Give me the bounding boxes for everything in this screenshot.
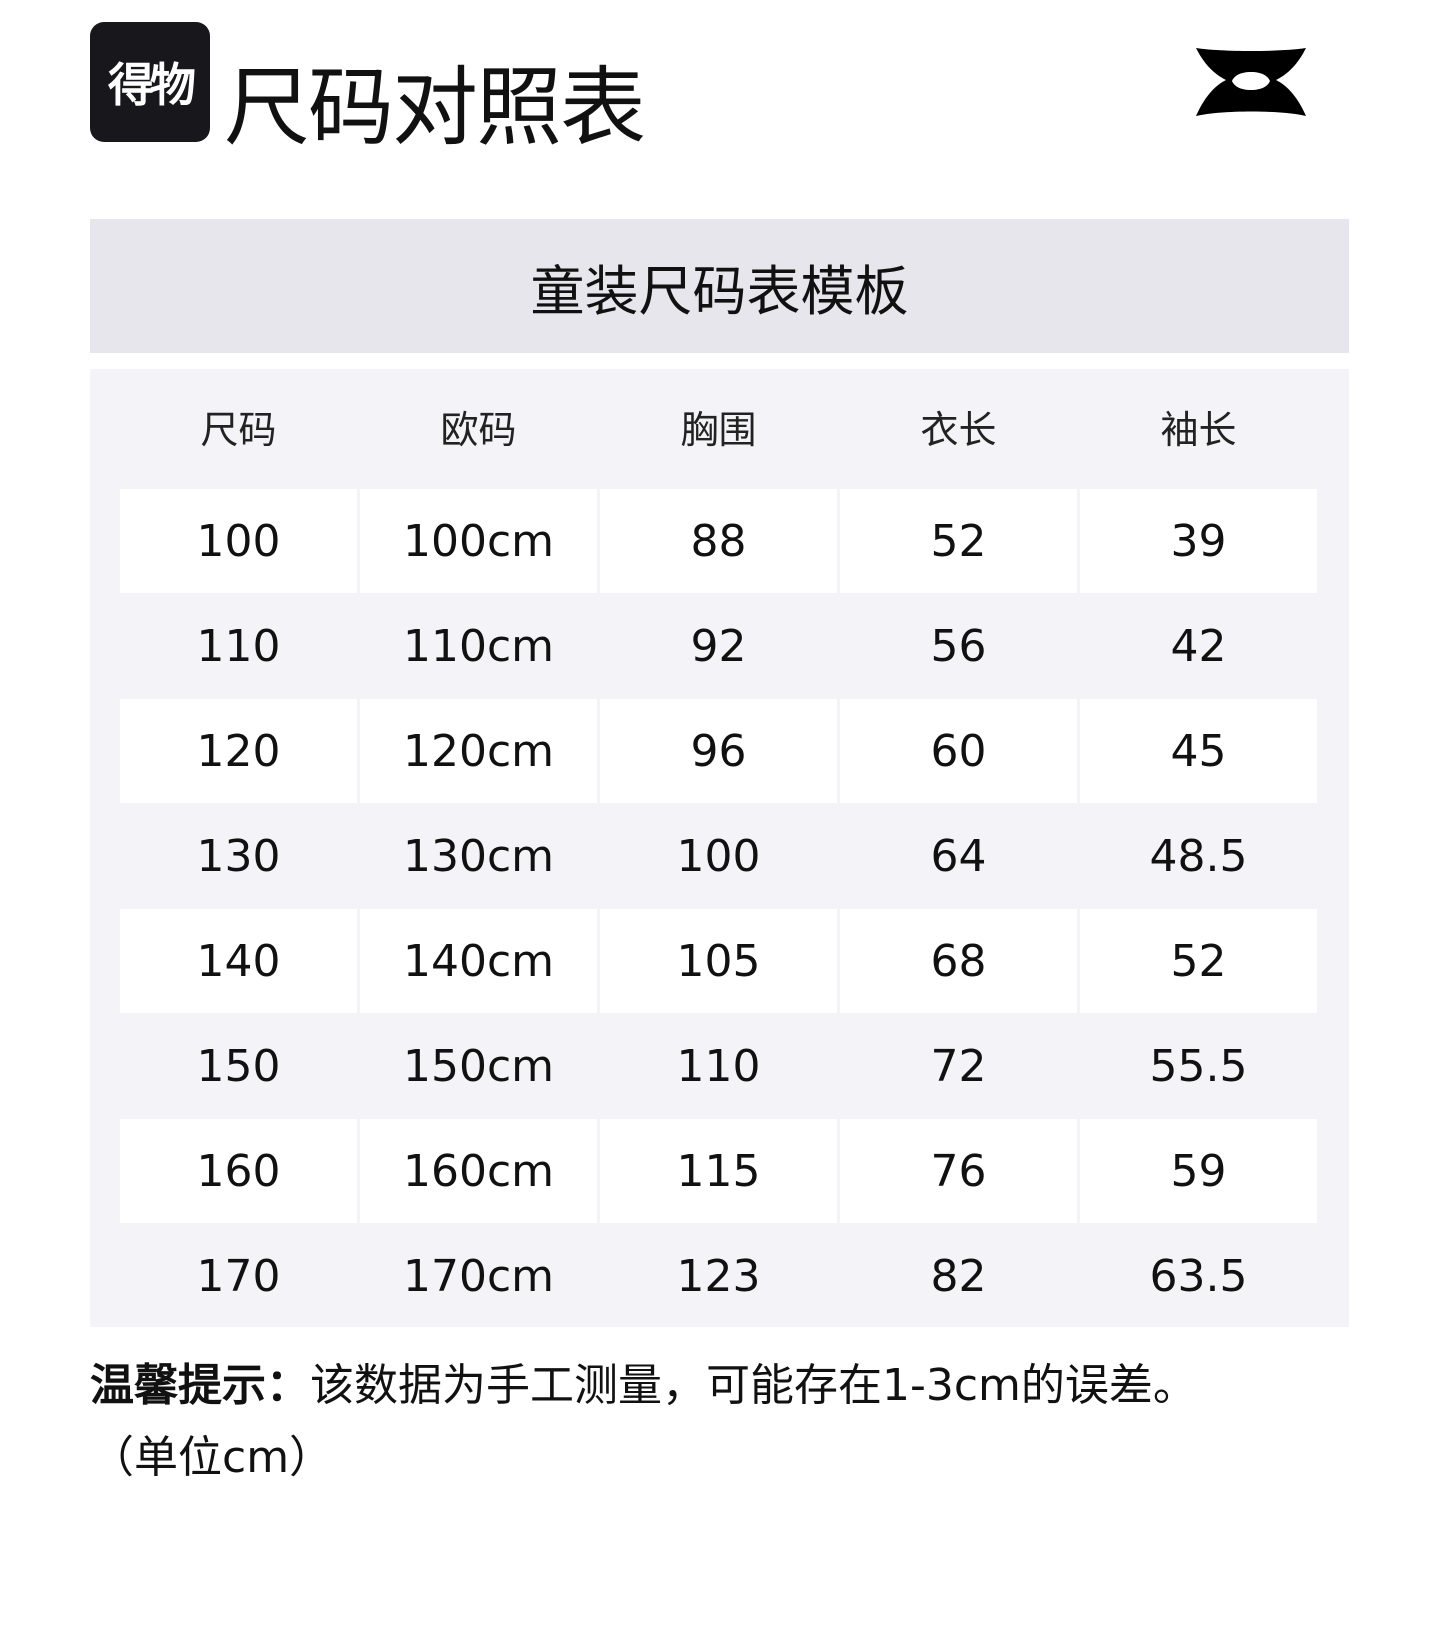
table-cell: 170cm xyxy=(402,1250,555,1302)
column-header: 胸围 xyxy=(680,408,757,452)
table-cell: 130cm xyxy=(402,830,555,882)
table-cell: 56 xyxy=(930,620,987,672)
column-header: 袖长 xyxy=(1160,408,1237,452)
table-cell: 72 xyxy=(930,1040,987,1092)
note-label: 温馨提示： xyxy=(90,1360,310,1411)
under-armour-logo-icon xyxy=(1196,48,1306,116)
table-cell: 110cm xyxy=(402,620,555,672)
table-cell: 160 xyxy=(120,1119,357,1223)
table-cell: 150cm xyxy=(402,1040,555,1092)
note-unit: （单位cm） xyxy=(90,1432,334,1483)
table-cell: 123 xyxy=(676,1250,761,1302)
table-row: 130 130cm 100 64 48.5 xyxy=(120,804,1317,908)
table-row: 140 140cm 105 68 52 xyxy=(120,909,1317,1013)
table-cell: 60 xyxy=(840,699,1077,803)
table-row: 100 100cm 88 52 39 xyxy=(120,489,1317,593)
table-cell: 76 xyxy=(840,1119,1077,1223)
table-cell: 96 xyxy=(600,699,837,803)
table-row: 150 150cm 110 72 55.5 xyxy=(120,1014,1317,1118)
note: 温馨提示：该数据为手工测量，可能存在1-3cm的误差。 （单位cm） xyxy=(90,1350,1390,1494)
table-cell: 110 xyxy=(196,620,281,672)
note-text: 该数据为手工测量，可能存在1-3cm的误差。 xyxy=(310,1360,1197,1411)
table-title-band: 童装尺码表模板 xyxy=(90,219,1349,353)
column-header: 尺码 xyxy=(200,408,277,452)
table-cell: 115 xyxy=(600,1119,837,1223)
dewu-logo: 得物 xyxy=(90,22,210,142)
table-cell: 140 xyxy=(120,909,357,1013)
table-cell: 55.5 xyxy=(1149,1040,1248,1092)
table-cell: 120 xyxy=(120,699,357,803)
table-cell: 48.5 xyxy=(1149,830,1248,882)
table-cell: 45 xyxy=(1080,699,1317,803)
table-cell: 52 xyxy=(1080,909,1317,1013)
table-cell: 110 xyxy=(676,1040,761,1092)
table-row: 160 160cm 115 76 59 xyxy=(120,1119,1317,1223)
table-row: 170 170cm 123 82 63.5 xyxy=(120,1224,1317,1328)
table-title: 童装尺码表模板 xyxy=(530,259,909,323)
table-cell: 170 xyxy=(196,1250,281,1302)
table-cell: 63.5 xyxy=(1149,1250,1248,1302)
table-cell: 100cm xyxy=(360,489,597,593)
table-cell: 59 xyxy=(1080,1119,1317,1223)
table-cell: 64 xyxy=(930,830,987,882)
column-header: 欧码 xyxy=(440,408,517,452)
table-cell: 160cm xyxy=(360,1119,597,1223)
table-cell: 100 xyxy=(120,489,357,593)
table-cell: 68 xyxy=(840,909,1077,1013)
table-cell: 130 xyxy=(196,830,281,882)
table-cell: 150 xyxy=(196,1040,281,1092)
column-header: 衣长 xyxy=(920,408,997,452)
table-cell: 120cm xyxy=(360,699,597,803)
table-cell: 88 xyxy=(600,489,837,593)
page-title: 尺码对照表 xyxy=(224,58,646,158)
table-cell: 39 xyxy=(1080,489,1317,593)
table-cell: 92 xyxy=(690,620,747,672)
table-cell: 82 xyxy=(930,1250,987,1302)
table-header: 尺码 欧码 胸围 衣长 袖长 xyxy=(120,399,1317,454)
table-cell: 140cm xyxy=(360,909,597,1013)
table-row: 110 110cm 92 56 42 xyxy=(120,594,1317,698)
table-cell: 52 xyxy=(840,489,1077,593)
size-table: 尺码 欧码 胸围 衣长 袖长 100 100cm 88 52 39 110 110cm 92 56 42 1… xyxy=(90,369,1349,1327)
table-cell: 100 xyxy=(676,830,761,882)
table-row: 120 120cm 96 60 45 xyxy=(120,699,1317,803)
table-cell: 42 xyxy=(1170,620,1227,672)
table-cell: 105 xyxy=(600,909,837,1013)
